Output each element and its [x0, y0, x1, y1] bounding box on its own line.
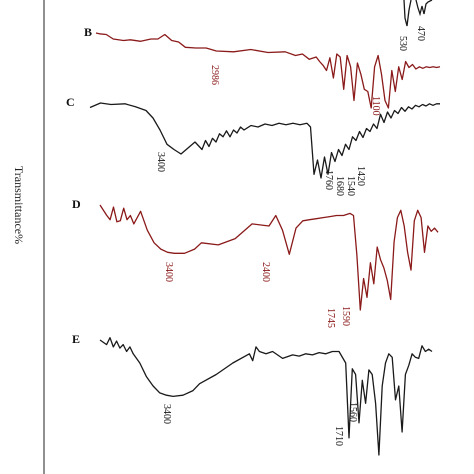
- series-group: [89, 32, 441, 456]
- peak-label-d-3400: 3400: [163, 262, 174, 282]
- y-axis-label: Transmittance%: [12, 166, 26, 244]
- peak-label-a-470: 470: [415, 26, 426, 41]
- series-b-line: [95, 32, 441, 109]
- panel-label-d: D: [72, 197, 81, 211]
- peak-label-a-530: 530: [397, 36, 408, 51]
- peak-label-b-2986: 2986: [209, 65, 220, 85]
- peak-label-d-1745: 1745: [325, 308, 336, 328]
- peak-label-e-3400: 3400: [161, 404, 172, 424]
- peak-label-c-3400: 3400: [155, 152, 166, 172]
- peak-label-c-1540: 1540: [345, 176, 356, 196]
- peak-label-b-1100: 1100: [370, 96, 381, 116]
- panel-label-c: C: [66, 95, 75, 109]
- series-a-line: [403, 0, 433, 27]
- peak-label-e-1710: 1710: [333, 426, 344, 446]
- peak-label-e-1560: 1560: [347, 402, 358, 422]
- series-d-line: [99, 204, 439, 311]
- panel-label-e: E: [72, 332, 80, 346]
- peak-label-d-1590: 1590: [340, 306, 351, 326]
- series-e-line: [99, 337, 433, 456]
- peak-label-c-1760: 1760: [323, 170, 334, 190]
- labels-group: B C D E 530 470 2986 1100 3400 1760 1680 1540 1420 34…: [66, 25, 426, 446]
- peak-label-c-1420: 1420: [355, 166, 366, 186]
- series-a-fragment: [403, 0, 433, 27]
- peak-label-c-1680: 1680: [334, 176, 345, 196]
- peak-label-d-2400: 2400: [260, 262, 271, 282]
- series-c-line: [89, 102, 440, 179]
- panel-label-b: B: [84, 25, 92, 39]
